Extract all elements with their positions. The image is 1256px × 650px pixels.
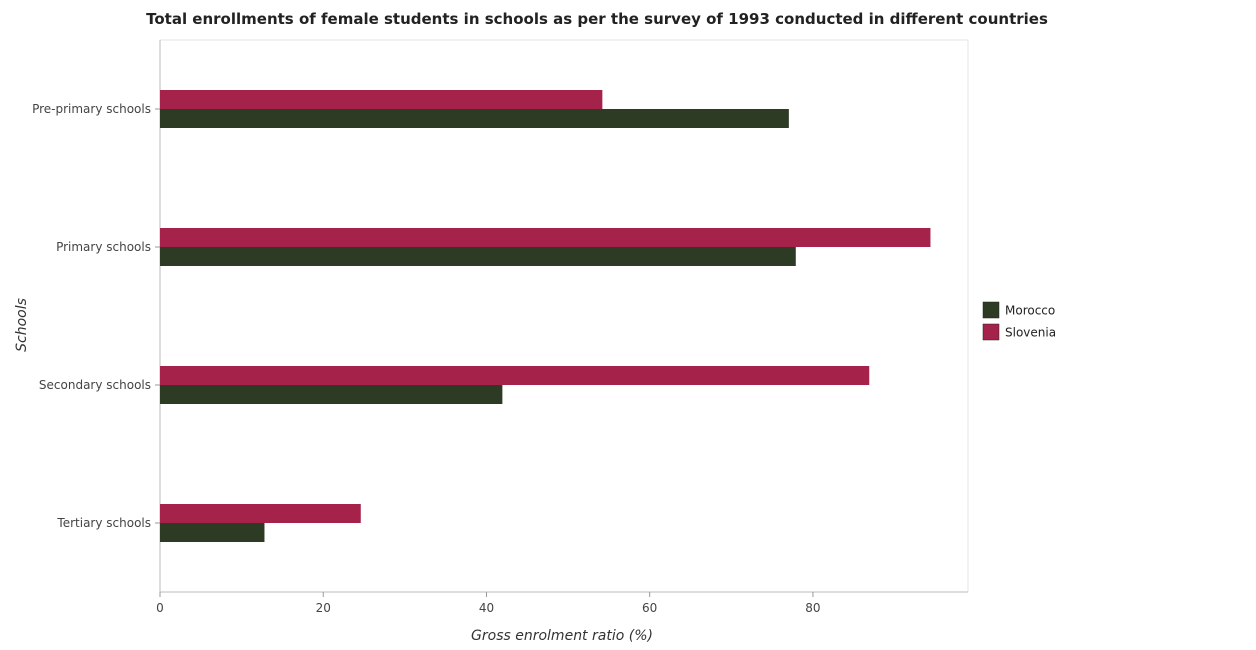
- bar-morocco-primary-schools: [160, 247, 796, 266]
- legend-swatch-morocco: [982, 301, 1000, 319]
- x-tick-label: 20: [316, 601, 331, 615]
- x-tick-label: 80: [805, 601, 820, 615]
- legend-swatch-slovenia: [982, 323, 1000, 341]
- x-tick-label: 60: [642, 601, 657, 615]
- bar-slovenia-tertiary-schools: [160, 504, 361, 523]
- y-tick-label: Secondary schools: [39, 378, 151, 392]
- bar-morocco-tertiary-schools: [160, 523, 265, 542]
- y-axis-label: Schools: [14, 298, 30, 352]
- x-tick-label: 0: [156, 601, 164, 615]
- bar-slovenia-pre-primary-schools: [160, 90, 603, 109]
- bar-morocco-secondary-schools: [160, 385, 503, 404]
- x-axis-label: Gross enrolment ratio (%): [471, 628, 653, 644]
- legend-label-slovenia: Slovenia: [1005, 326, 1056, 340]
- y-tick-label: Primary schools: [56, 240, 151, 254]
- x-tick-label: 40: [479, 601, 494, 615]
- plot-area: 0 20 40 60 80 Pre-primary schools Primary scho…: [32, 39, 969, 615]
- chart-title: Total enrollments of female students in …: [146, 10, 1048, 28]
- bar-slovenia-primary-schools: [160, 228, 931, 247]
- y-tick-label: Tertiary schools: [56, 516, 151, 530]
- legend: Morocco Slovenia: [982, 301, 1056, 341]
- bar-slovenia-secondary-schools: [160, 366, 870, 385]
- legend-label-morocco: Morocco: [1005, 304, 1055, 318]
- bar-morocco-pre-primary-schools: [160, 109, 789, 128]
- y-tick-label: Pre-primary schools: [32, 102, 151, 116]
